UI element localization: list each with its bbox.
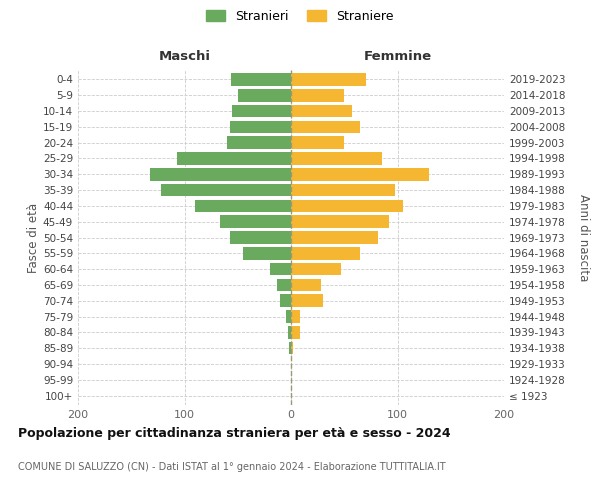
- Bar: [151, 168, 291, 180]
- Bar: [277, 278, 291, 291]
- Bar: [291, 105, 352, 118]
- Bar: [286, 310, 291, 323]
- Bar: [291, 326, 299, 338]
- Bar: [291, 152, 382, 165]
- Bar: [227, 136, 291, 149]
- Bar: [232, 105, 291, 118]
- Bar: [270, 263, 291, 276]
- Bar: [291, 294, 323, 307]
- Bar: [291, 247, 360, 260]
- Y-axis label: Fasce di età: Fasce di età: [27, 202, 40, 272]
- Bar: [291, 342, 293, 354]
- Bar: [220, 216, 291, 228]
- Bar: [291, 120, 360, 133]
- Bar: [291, 168, 430, 180]
- Bar: [177, 152, 291, 165]
- Bar: [243, 247, 291, 260]
- Bar: [161, 184, 291, 196]
- Bar: [230, 120, 291, 133]
- Y-axis label: Anni di nascita: Anni di nascita: [577, 194, 590, 281]
- Bar: [230, 231, 291, 244]
- Bar: [291, 310, 299, 323]
- Text: COMUNE DI SALUZZO (CN) - Dati ISTAT al 1° gennaio 2024 - Elaborazione TUTTITALIA: COMUNE DI SALUZZO (CN) - Dati ISTAT al 1…: [18, 462, 446, 472]
- Bar: [195, 200, 291, 212]
- Bar: [291, 200, 403, 212]
- Bar: [291, 216, 389, 228]
- Bar: [291, 89, 344, 102]
- Bar: [232, 73, 291, 86]
- Bar: [291, 73, 365, 86]
- Bar: [289, 342, 291, 354]
- Text: Femmine: Femmine: [364, 50, 431, 64]
- Bar: [288, 326, 291, 338]
- Bar: [291, 231, 379, 244]
- Legend: Stranieri, Straniere: Stranieri, Straniere: [203, 6, 397, 26]
- Text: Popolazione per cittadinanza straniera per età e sesso - 2024: Popolazione per cittadinanza straniera p…: [18, 428, 451, 440]
- Bar: [238, 89, 291, 102]
- Bar: [291, 278, 321, 291]
- Bar: [291, 263, 341, 276]
- Text: Maschi: Maschi: [158, 50, 211, 64]
- Bar: [280, 294, 291, 307]
- Bar: [291, 136, 344, 149]
- Bar: [291, 184, 395, 196]
